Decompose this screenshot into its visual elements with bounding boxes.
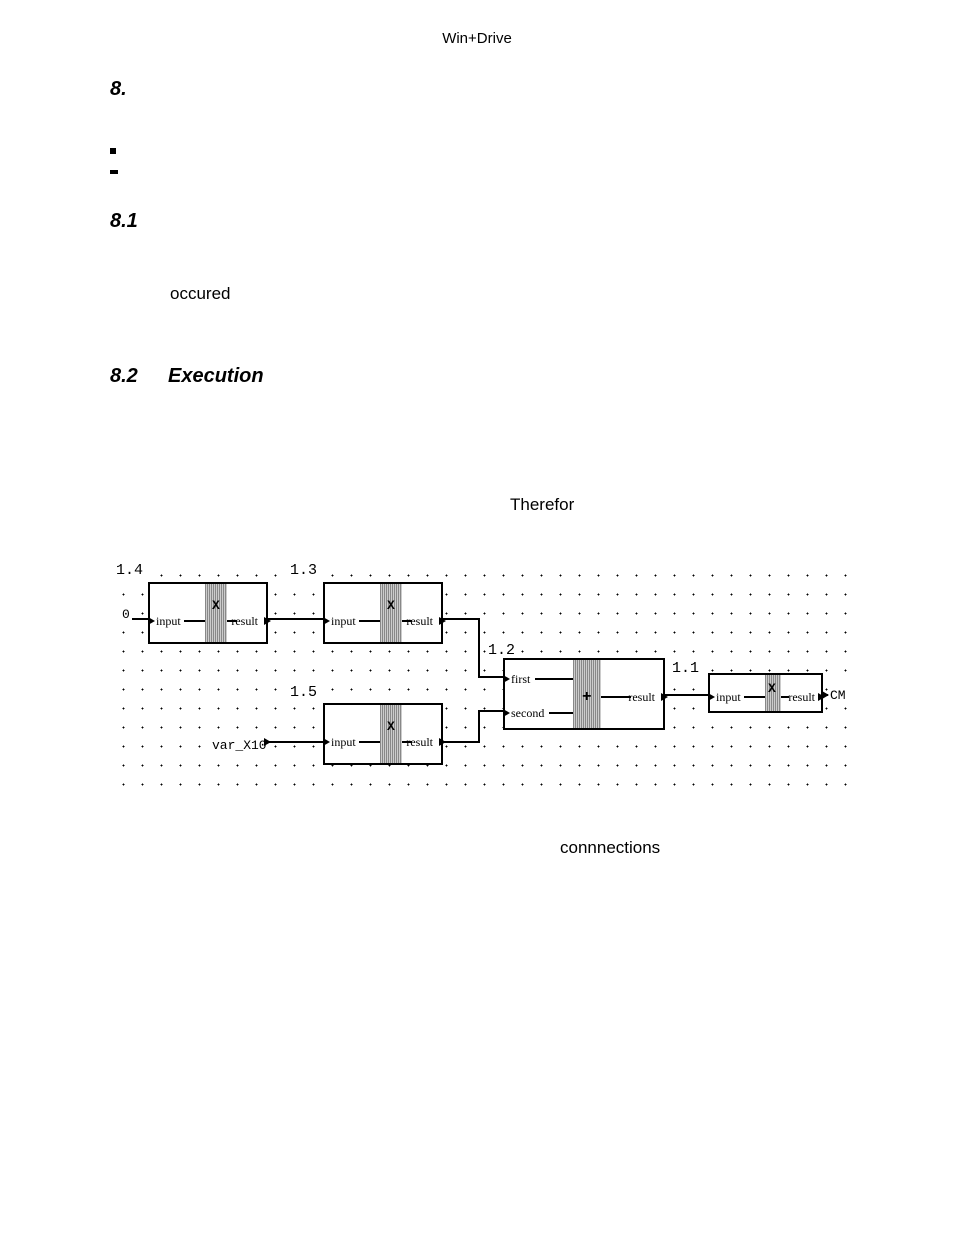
body-text-fragment: connnections	[560, 838, 660, 858]
ext-output-cm: CM	[828, 688, 848, 703]
block-index: 1.1	[670, 660, 701, 677]
block-band	[380, 705, 402, 763]
wire	[665, 694, 708, 696]
wire	[744, 696, 765, 698]
port-in-second: second	[511, 706, 544, 721]
wire	[184, 620, 205, 622]
arrow-icon	[503, 709, 510, 717]
wire	[268, 618, 323, 620]
wire	[478, 710, 480, 743]
section-title-8-2: Execution	[168, 365, 264, 388]
block-1-1: X input result	[708, 673, 823, 713]
port-in: input	[331, 735, 356, 750]
wire	[781, 696, 789, 698]
block-band	[205, 584, 227, 642]
op-label: +	[582, 688, 592, 706]
section-number-8-1: 8.1	[110, 210, 138, 233]
wire	[227, 620, 237, 622]
port-in-first: first	[511, 672, 530, 687]
wire	[478, 710, 503, 712]
section-number-8: 8.	[110, 78, 127, 101]
arrow-icon	[264, 738, 271, 746]
block-1-3: X input result	[323, 582, 443, 644]
port-out: result	[628, 690, 655, 705]
arrow-icon	[323, 738, 330, 746]
op-label: X	[387, 598, 395, 613]
arrow-icon	[708, 693, 715, 701]
wire	[132, 618, 148, 620]
wire	[266, 741, 323, 743]
wire	[402, 741, 412, 743]
arrow-icon	[148, 617, 155, 625]
block-1-5: X input result	[323, 703, 443, 765]
wire	[359, 741, 380, 743]
port-in: input	[716, 690, 741, 705]
wire	[549, 712, 573, 714]
ext-input-var: var_X10	[210, 738, 269, 753]
wire	[478, 676, 503, 678]
bullet-icon	[110, 170, 118, 174]
port-in: input	[156, 614, 181, 629]
wire	[359, 620, 380, 622]
block-index: 1.3	[288, 562, 319, 579]
wire	[478, 618, 480, 676]
arrow-icon	[323, 617, 330, 625]
wire	[443, 618, 478, 620]
page-header-title: Win+Drive	[0, 30, 954, 47]
port-in: input	[331, 614, 356, 629]
arrow-icon	[503, 675, 510, 683]
op-label: X	[212, 598, 220, 613]
block-band	[380, 584, 402, 642]
wire	[402, 620, 412, 622]
block-index: 1.4	[114, 562, 145, 579]
block-1-4: X input result	[148, 582, 268, 644]
body-text-fragment: Therefor	[510, 495, 574, 515]
op-label: X	[387, 719, 395, 734]
wire	[601, 696, 631, 698]
ext-input-0: 0	[120, 607, 132, 622]
arrow-icon	[822, 691, 829, 699]
block-diagram: 0 var_X10 CM 1.4 1.3 1.5 1.2 1.1 X input…	[108, 560, 852, 800]
block-1-2: + first second result	[503, 658, 665, 730]
block-index: 1.5	[288, 684, 319, 701]
bullet-icon	[110, 148, 116, 154]
body-text-fragment: occured	[170, 284, 230, 304]
port-out: result	[788, 690, 815, 705]
wire	[443, 741, 478, 743]
block-index: 1.2	[486, 642, 517, 659]
wire	[535, 678, 573, 680]
section-number-8-2: 8.2	[110, 365, 138, 388]
op-label: X	[768, 681, 776, 696]
